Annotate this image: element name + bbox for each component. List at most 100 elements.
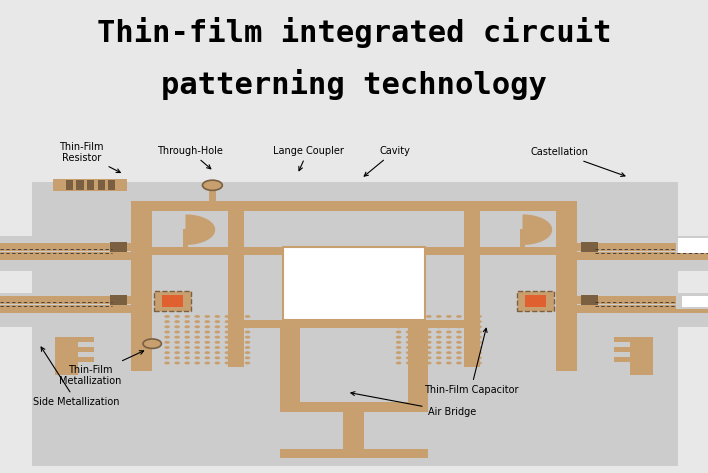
Bar bbox=[570, 243, 708, 251]
Bar bbox=[0, 296, 138, 304]
Circle shape bbox=[195, 331, 200, 333]
Circle shape bbox=[446, 361, 452, 365]
Bar bbox=[614, 337, 653, 342]
Text: patterning technology: patterning technology bbox=[161, 70, 547, 100]
Circle shape bbox=[406, 361, 411, 365]
Circle shape bbox=[184, 331, 190, 333]
Bar bbox=[525, 295, 546, 307]
Polygon shape bbox=[185, 214, 215, 245]
Circle shape bbox=[245, 331, 251, 333]
Bar bbox=[0, 243, 138, 251]
Circle shape bbox=[224, 346, 230, 349]
Bar bbox=[476, 247, 556, 255]
Bar bbox=[110, 295, 127, 305]
Circle shape bbox=[426, 346, 432, 349]
Circle shape bbox=[406, 331, 411, 333]
Circle shape bbox=[234, 341, 240, 344]
Circle shape bbox=[205, 331, 210, 333]
Circle shape bbox=[436, 325, 442, 328]
Bar bbox=[630, 338, 653, 375]
Circle shape bbox=[195, 325, 200, 328]
Circle shape bbox=[416, 320, 421, 323]
Circle shape bbox=[456, 320, 462, 323]
Bar bbox=[283, 247, 425, 320]
Circle shape bbox=[174, 331, 180, 333]
Bar bbox=[520, 229, 525, 248]
Circle shape bbox=[446, 325, 452, 328]
Circle shape bbox=[234, 356, 240, 359]
Circle shape bbox=[205, 336, 210, 339]
Bar bbox=[87, 180, 94, 190]
Circle shape bbox=[436, 341, 442, 344]
Bar bbox=[517, 291, 554, 311]
Circle shape bbox=[205, 320, 210, 323]
Circle shape bbox=[205, 325, 210, 328]
Bar bbox=[228, 210, 244, 368]
Bar bbox=[0, 236, 33, 271]
Text: Through-Hole: Through-Hole bbox=[156, 146, 223, 169]
Circle shape bbox=[195, 315, 200, 318]
Bar bbox=[676, 293, 708, 327]
Circle shape bbox=[476, 351, 482, 354]
Bar bbox=[228, 247, 480, 255]
Bar bbox=[280, 403, 428, 412]
Circle shape bbox=[184, 351, 190, 354]
Circle shape bbox=[184, 315, 190, 318]
Bar bbox=[0, 252, 138, 260]
Circle shape bbox=[466, 320, 472, 323]
Circle shape bbox=[143, 339, 161, 349]
Circle shape bbox=[426, 356, 432, 359]
Bar bbox=[614, 347, 653, 352]
Circle shape bbox=[224, 361, 230, 365]
Bar bbox=[570, 305, 708, 313]
Bar bbox=[131, 201, 576, 211]
Circle shape bbox=[416, 356, 421, 359]
Circle shape bbox=[466, 341, 472, 344]
Circle shape bbox=[436, 331, 442, 333]
Circle shape bbox=[406, 356, 411, 359]
Circle shape bbox=[466, 356, 472, 359]
Circle shape bbox=[215, 320, 220, 323]
Bar bbox=[581, 242, 598, 252]
Circle shape bbox=[205, 351, 210, 354]
Circle shape bbox=[234, 331, 240, 333]
Bar bbox=[32, 182, 678, 466]
Circle shape bbox=[174, 341, 180, 344]
Circle shape bbox=[456, 351, 462, 354]
Circle shape bbox=[416, 315, 421, 318]
Text: Thin-Film
Resistor: Thin-Film Resistor bbox=[59, 142, 120, 173]
Circle shape bbox=[215, 361, 220, 365]
Bar bbox=[76, 180, 84, 190]
Text: Thin-Film
Metallization: Thin-Film Metallization bbox=[59, 350, 144, 386]
Circle shape bbox=[174, 351, 180, 354]
Circle shape bbox=[416, 346, 421, 349]
Circle shape bbox=[426, 336, 432, 339]
Bar bbox=[66, 180, 73, 190]
Bar bbox=[676, 238, 708, 253]
Circle shape bbox=[406, 351, 411, 354]
Bar bbox=[98, 180, 105, 190]
Circle shape bbox=[184, 325, 190, 328]
Circle shape bbox=[224, 331, 230, 333]
Circle shape bbox=[215, 325, 220, 328]
Circle shape bbox=[476, 315, 482, 318]
Circle shape bbox=[446, 356, 452, 359]
Bar bbox=[676, 295, 708, 309]
Circle shape bbox=[466, 361, 472, 365]
Circle shape bbox=[215, 315, 220, 318]
Circle shape bbox=[245, 346, 251, 349]
Circle shape bbox=[164, 356, 170, 359]
Circle shape bbox=[396, 325, 401, 328]
Circle shape bbox=[476, 346, 482, 349]
Circle shape bbox=[184, 361, 190, 365]
Circle shape bbox=[476, 336, 482, 339]
Bar bbox=[676, 236, 708, 271]
Circle shape bbox=[396, 346, 401, 349]
Circle shape bbox=[215, 346, 220, 349]
Circle shape bbox=[476, 361, 482, 365]
Circle shape bbox=[466, 351, 472, 354]
Circle shape bbox=[426, 351, 432, 354]
Bar bbox=[162, 295, 183, 307]
Circle shape bbox=[174, 320, 180, 323]
Bar bbox=[0, 293, 33, 327]
